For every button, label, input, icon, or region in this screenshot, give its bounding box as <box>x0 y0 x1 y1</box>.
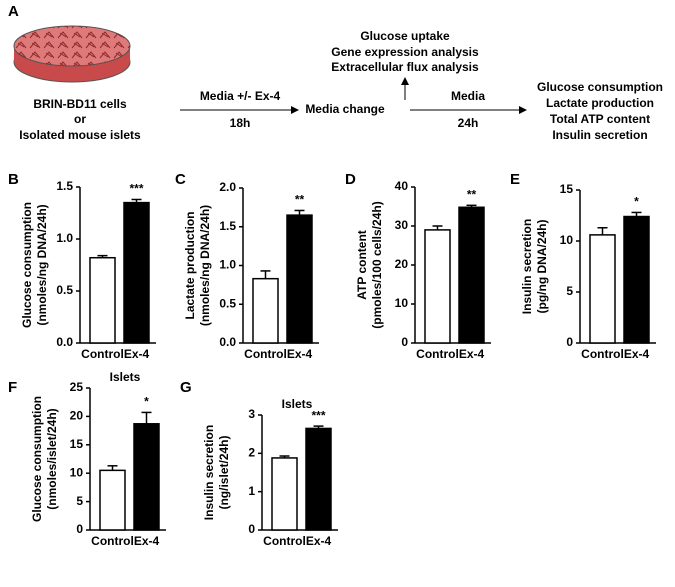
x-tick-label: Control <box>81 347 124 361</box>
significance: * <box>634 195 639 209</box>
bar <box>89 256 116 344</box>
significance: *** <box>129 182 143 196</box>
y-tick-label: 0.5 <box>56 283 73 297</box>
bar <box>133 423 160 531</box>
x-tick-label: Ex-4 <box>134 534 160 548</box>
x-tick-label: Control <box>416 347 459 361</box>
y-axis-label: Glucose consumption <box>20 202 34 328</box>
y-tick-label: 1.5 <box>56 179 73 193</box>
step-time: 18h <box>230 116 251 130</box>
y-tick-label: 0 <box>566 335 573 349</box>
y-axis-label: Insulin secretion <box>202 425 216 520</box>
step-label: Media <box>451 89 485 103</box>
y-tick-label: 3 <box>248 407 255 421</box>
bar <box>424 229 451 344</box>
y-tick-label: 20 <box>70 409 84 423</box>
y-tick-label: 1.0 <box>56 231 73 245</box>
y-axis-label: (ng/islet/24h) <box>217 435 231 509</box>
panel-letter: G <box>180 379 192 396</box>
y-tick-label: 0.0 <box>56 335 73 349</box>
panel-title: Islets <box>110 370 141 384</box>
branch-text: Glucose uptake <box>360 29 450 43</box>
bar <box>589 234 616 344</box>
bar <box>305 427 332 531</box>
y-axis-label: Glucose consumption <box>30 396 44 522</box>
y-tick-label: 10 <box>560 233 574 247</box>
y-axis-label: (nmoles/islet/24h) <box>45 408 59 509</box>
bar <box>623 215 650 344</box>
middle-step: Media change <box>305 102 385 116</box>
panel-title: Islets <box>282 397 313 411</box>
bar <box>99 469 126 531</box>
y-axis-label: (pmoles/100 cells/24h) <box>370 201 384 328</box>
y-axis-label: Insulin secretion <box>520 219 534 314</box>
x-tick-label: Control <box>581 347 624 361</box>
x-tick-label: Ex-4 <box>287 347 313 361</box>
y-tick-label: 5 <box>76 494 83 508</box>
bar <box>123 201 150 344</box>
y-axis-label: ATP content <box>355 230 369 300</box>
branch-text: Gene expression analysis <box>331 45 479 59</box>
significance: * <box>144 395 149 409</box>
cells-text: or <box>74 112 86 126</box>
cells-text: Isolated mouse islets <box>19 128 141 142</box>
readout: Lactate production <box>546 96 654 110</box>
y-tick-label: 0 <box>401 335 408 349</box>
bar <box>271 457 298 531</box>
y-tick-label: 2 <box>248 446 255 460</box>
y-axis-label: (nmoles/ng DNA/24h) <box>35 204 49 325</box>
y-tick-label: 5 <box>566 284 573 298</box>
significance: ** <box>295 193 305 207</box>
readout: Total ATP content <box>550 112 650 126</box>
x-tick-label: Control <box>91 534 134 548</box>
bar <box>458 206 485 344</box>
panel-letter: B <box>8 171 19 188</box>
y-tick-label: 10 <box>70 465 84 479</box>
significance: *** <box>311 408 325 422</box>
y-tick-label: 15 <box>70 437 84 451</box>
y-tick-label: 1 <box>248 484 255 498</box>
panel-letter: E <box>510 171 520 188</box>
readout: Glucose consumption <box>537 80 663 94</box>
y-tick-label: 0 <box>76 522 83 536</box>
panel-letter: D <box>345 171 356 188</box>
branch-text: Extracellular flux analysis <box>331 60 479 74</box>
step-time: 24h <box>458 116 479 130</box>
y-tick-label: 0.5 <box>219 296 236 310</box>
y-axis-label: Lactate production <box>183 211 197 319</box>
y-tick-label: 25 <box>70 380 84 394</box>
y-tick-label: 10 <box>395 296 409 310</box>
y-tick-label: 20 <box>395 257 409 271</box>
y-axis-label: (nmoles/ng DNA/24h) <box>198 205 212 326</box>
y-tick-label: 40 <box>395 179 409 193</box>
readout: Insulin secretion <box>552 128 647 142</box>
x-tick-label: Ex-4 <box>124 347 150 361</box>
panel-letter: F <box>8 379 17 396</box>
bar <box>252 277 279 344</box>
x-tick-label: Control <box>263 534 306 548</box>
y-tick-label: 30 <box>395 218 409 232</box>
x-tick-label: Ex-4 <box>459 347 485 361</box>
bar <box>286 214 313 344</box>
y-tick-label: 1.5 <box>219 219 236 233</box>
x-tick-label: Control <box>244 347 287 361</box>
y-tick-label: 0 <box>248 522 255 536</box>
panel-letter: C <box>175 171 186 188</box>
petri-dish <box>13 25 131 83</box>
x-tick-label: Ex-4 <box>624 347 650 361</box>
y-tick-label: 2.0 <box>219 180 236 194</box>
y-axis-label: (pg/ng DNA/24h) <box>535 220 549 314</box>
x-tick-label: Ex-4 <box>306 534 332 548</box>
y-tick-label: 1.0 <box>219 258 236 272</box>
y-tick-label: 0.0 <box>219 335 236 349</box>
y-tick-label: 15 <box>560 182 574 196</box>
cells-text: BRIN-BD11 cells <box>33 97 127 111</box>
step-label: Media +/- Ex-4 <box>200 89 281 103</box>
significance: ** <box>467 188 477 202</box>
panel-letter: A <box>8 3 19 20</box>
